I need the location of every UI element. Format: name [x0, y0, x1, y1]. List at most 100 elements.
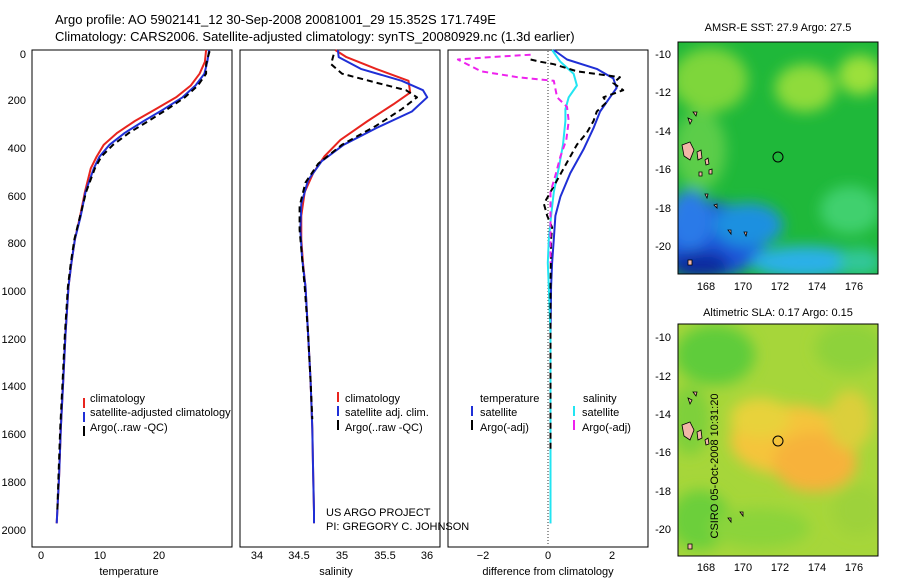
- title-line-2: Climatology: CARS2006. Satellite-adjuste…: [55, 29, 575, 44]
- xtick-0: 0: [545, 550, 551, 562]
- xtick: 174: [808, 562, 826, 574]
- sst-map-yticks: -10 -12 -14 -16 -18 -20: [655, 49, 671, 253]
- legend-satellite-adjusted: satellite-adjusted climatology: [90, 407, 231, 419]
- sla-map-yticks: -10 -12 -14 -16 -18 -20: [655, 332, 671, 536]
- legend-sal-argo: Argo(-adj): [582, 422, 631, 434]
- difference-series-temperature-argo: [530, 58, 625, 453]
- legend-argo: Argo(..raw -QC): [345, 422, 423, 434]
- sla-map-title: Altimetric SLA: 0.17 Argo: 0.15: [703, 307, 853, 319]
- ytick-600: 600: [8, 191, 26, 203]
- ytick: -14: [655, 126, 671, 138]
- xtick: 174: [808, 281, 826, 293]
- legend-sal-satellite: satellite: [582, 407, 619, 419]
- xtick-0: 0: [38, 550, 44, 562]
- sla-map-xticks: 168 170 172 174 176: [697, 562, 863, 574]
- ytick: -20: [655, 241, 671, 253]
- sst-map-title: AMSR-E SST: 27.9 Argo: 27.5: [705, 22, 852, 34]
- ytick-800: 800: [8, 238, 26, 250]
- temperature-panel: 0 200 400 600 800 1000 1200 1400 1600 18…: [2, 49, 233, 578]
- sla-map-panel: Altimetric SLA: 0.17 Argo: 0.15: [655, 307, 879, 574]
- ytick: -10: [655, 49, 671, 61]
- salinity-panel: 34 34.5 35 35.5 36 salinity climatology …: [239, 49, 469, 578]
- legend-climatology: climatology: [345, 393, 401, 405]
- temperature-xlabel: temperature: [99, 566, 158, 578]
- difference-series-temperature-satellite: [549, 49, 618, 524]
- difference-xticks: −2 0 2: [477, 550, 615, 562]
- xtick: 170: [734, 562, 752, 574]
- temperature-yticks: 0 200 400 600 800 1000 1200 1400 1600 18…: [2, 49, 26, 537]
- legend-salinity-heading: salinity: [583, 393, 617, 405]
- salinity-axes: [239, 49, 441, 548]
- difference-axes: [447, 49, 649, 548]
- salinity-legend: climatology satellite adj. clim. Argo(..…: [337, 392, 429, 434]
- salinity-series-satellite: [299, 49, 429, 524]
- salinity-xlabel: salinity: [319, 566, 353, 578]
- sla-argo-location-marker: [772, 435, 784, 447]
- legend-argo: Argo(..raw -QC): [90, 422, 168, 434]
- legend-temp-satellite: satellite: [480, 407, 517, 419]
- ytick-1000: 1000: [2, 286, 26, 298]
- temperature-legend: climatology satellite-adjusted climatolo…: [83, 393, 231, 436]
- sst-map-islands: [681, 111, 748, 266]
- sst-map-panel: AMSR-E SST: 27.9 Argo: 27.5: [655, 22, 879, 293]
- ytick-200: 200: [8, 95, 26, 107]
- project-name: US ARGO PROJECT: [326, 507, 431, 519]
- csiro-timestamp: CSIRO 05-Oct-2008 10:31:20: [709, 394, 721, 539]
- temperature-axes: [31, 49, 233, 548]
- sst-map-xticks: 168 170 172 174 176: [697, 281, 863, 293]
- temperature-series-satellite: [55, 49, 211, 524]
- difference-legend: temperature satellite Argo(-adj) salinit…: [471, 393, 631, 434]
- difference-series-salinity-argo: [456, 53, 570, 263]
- salinity-lines: [298, 49, 429, 524]
- temperature-lines: [55, 49, 211, 524]
- sla-map-frame: [677, 323, 879, 557]
- difference-lines: [456, 49, 625, 524]
- xtick: 168: [697, 562, 715, 574]
- sst-map-field: [678, 42, 878, 274]
- difference-xlabel: difference from climatology: [482, 566, 614, 578]
- xtick: 172: [771, 562, 789, 574]
- sst-argo-location-marker: [772, 151, 784, 163]
- ytick: -16: [655, 164, 671, 176]
- title-line-1: Argo profile: AO 5902141_12 30-Sep-2008 …: [55, 12, 496, 27]
- xtick-2: 2: [609, 550, 615, 562]
- sst-map-frame: [677, 41, 879, 275]
- sla-map-islands: [681, 391, 744, 550]
- salinity-series-argo: [298, 54, 418, 420]
- ytick-400: 400: [8, 143, 26, 155]
- xtick: 168: [697, 281, 715, 293]
- xtick: 172: [771, 281, 789, 293]
- legend-temperature-heading: temperature: [480, 393, 539, 405]
- ytick-1200: 1200: [2, 334, 26, 346]
- legend-temp-argo: Argo(-adj): [480, 422, 529, 434]
- xtick-20: 20: [153, 550, 165, 562]
- project-pi: PI: GREGORY C. JOHNSON: [326, 521, 469, 533]
- salinity-xticks: 34 34.5 35 35.5 36: [251, 550, 433, 562]
- ytick: -18: [655, 486, 671, 498]
- temperature-series-argo: [56, 50, 211, 512]
- ytick-1400: 1400: [2, 381, 26, 393]
- temperature-series-climatology: [55, 49, 208, 524]
- ytick: -16: [655, 447, 671, 459]
- xtick: 170: [734, 281, 752, 293]
- ytick: -12: [655, 87, 671, 99]
- xtick-34: 34: [251, 550, 263, 562]
- ytick: -20: [655, 524, 671, 536]
- xtick-10: 10: [94, 550, 106, 562]
- ytick: -10: [655, 332, 671, 344]
- xtick-36: 36: [421, 550, 433, 562]
- legend-climatology: climatology: [90, 393, 146, 405]
- xtick-34.5: 34.5: [288, 550, 309, 562]
- ytick-0: 0: [20, 49, 26, 61]
- sla-map-field: [678, 324, 878, 556]
- difference-series-salinity-satellite: [546, 49, 578, 524]
- xtick: 176: [845, 562, 863, 574]
- legend-satellite-adj-clim: satellite adj. clim.: [345, 407, 429, 419]
- ytick-1600: 1600: [2, 429, 26, 441]
- ytick-1800: 1800: [2, 477, 26, 489]
- xtick: 176: [845, 281, 863, 293]
- ytick: -14: [655, 409, 671, 421]
- ytick: -12: [655, 371, 671, 383]
- difference-panel: −2 0 2 difference from climatology tempe…: [447, 49, 649, 578]
